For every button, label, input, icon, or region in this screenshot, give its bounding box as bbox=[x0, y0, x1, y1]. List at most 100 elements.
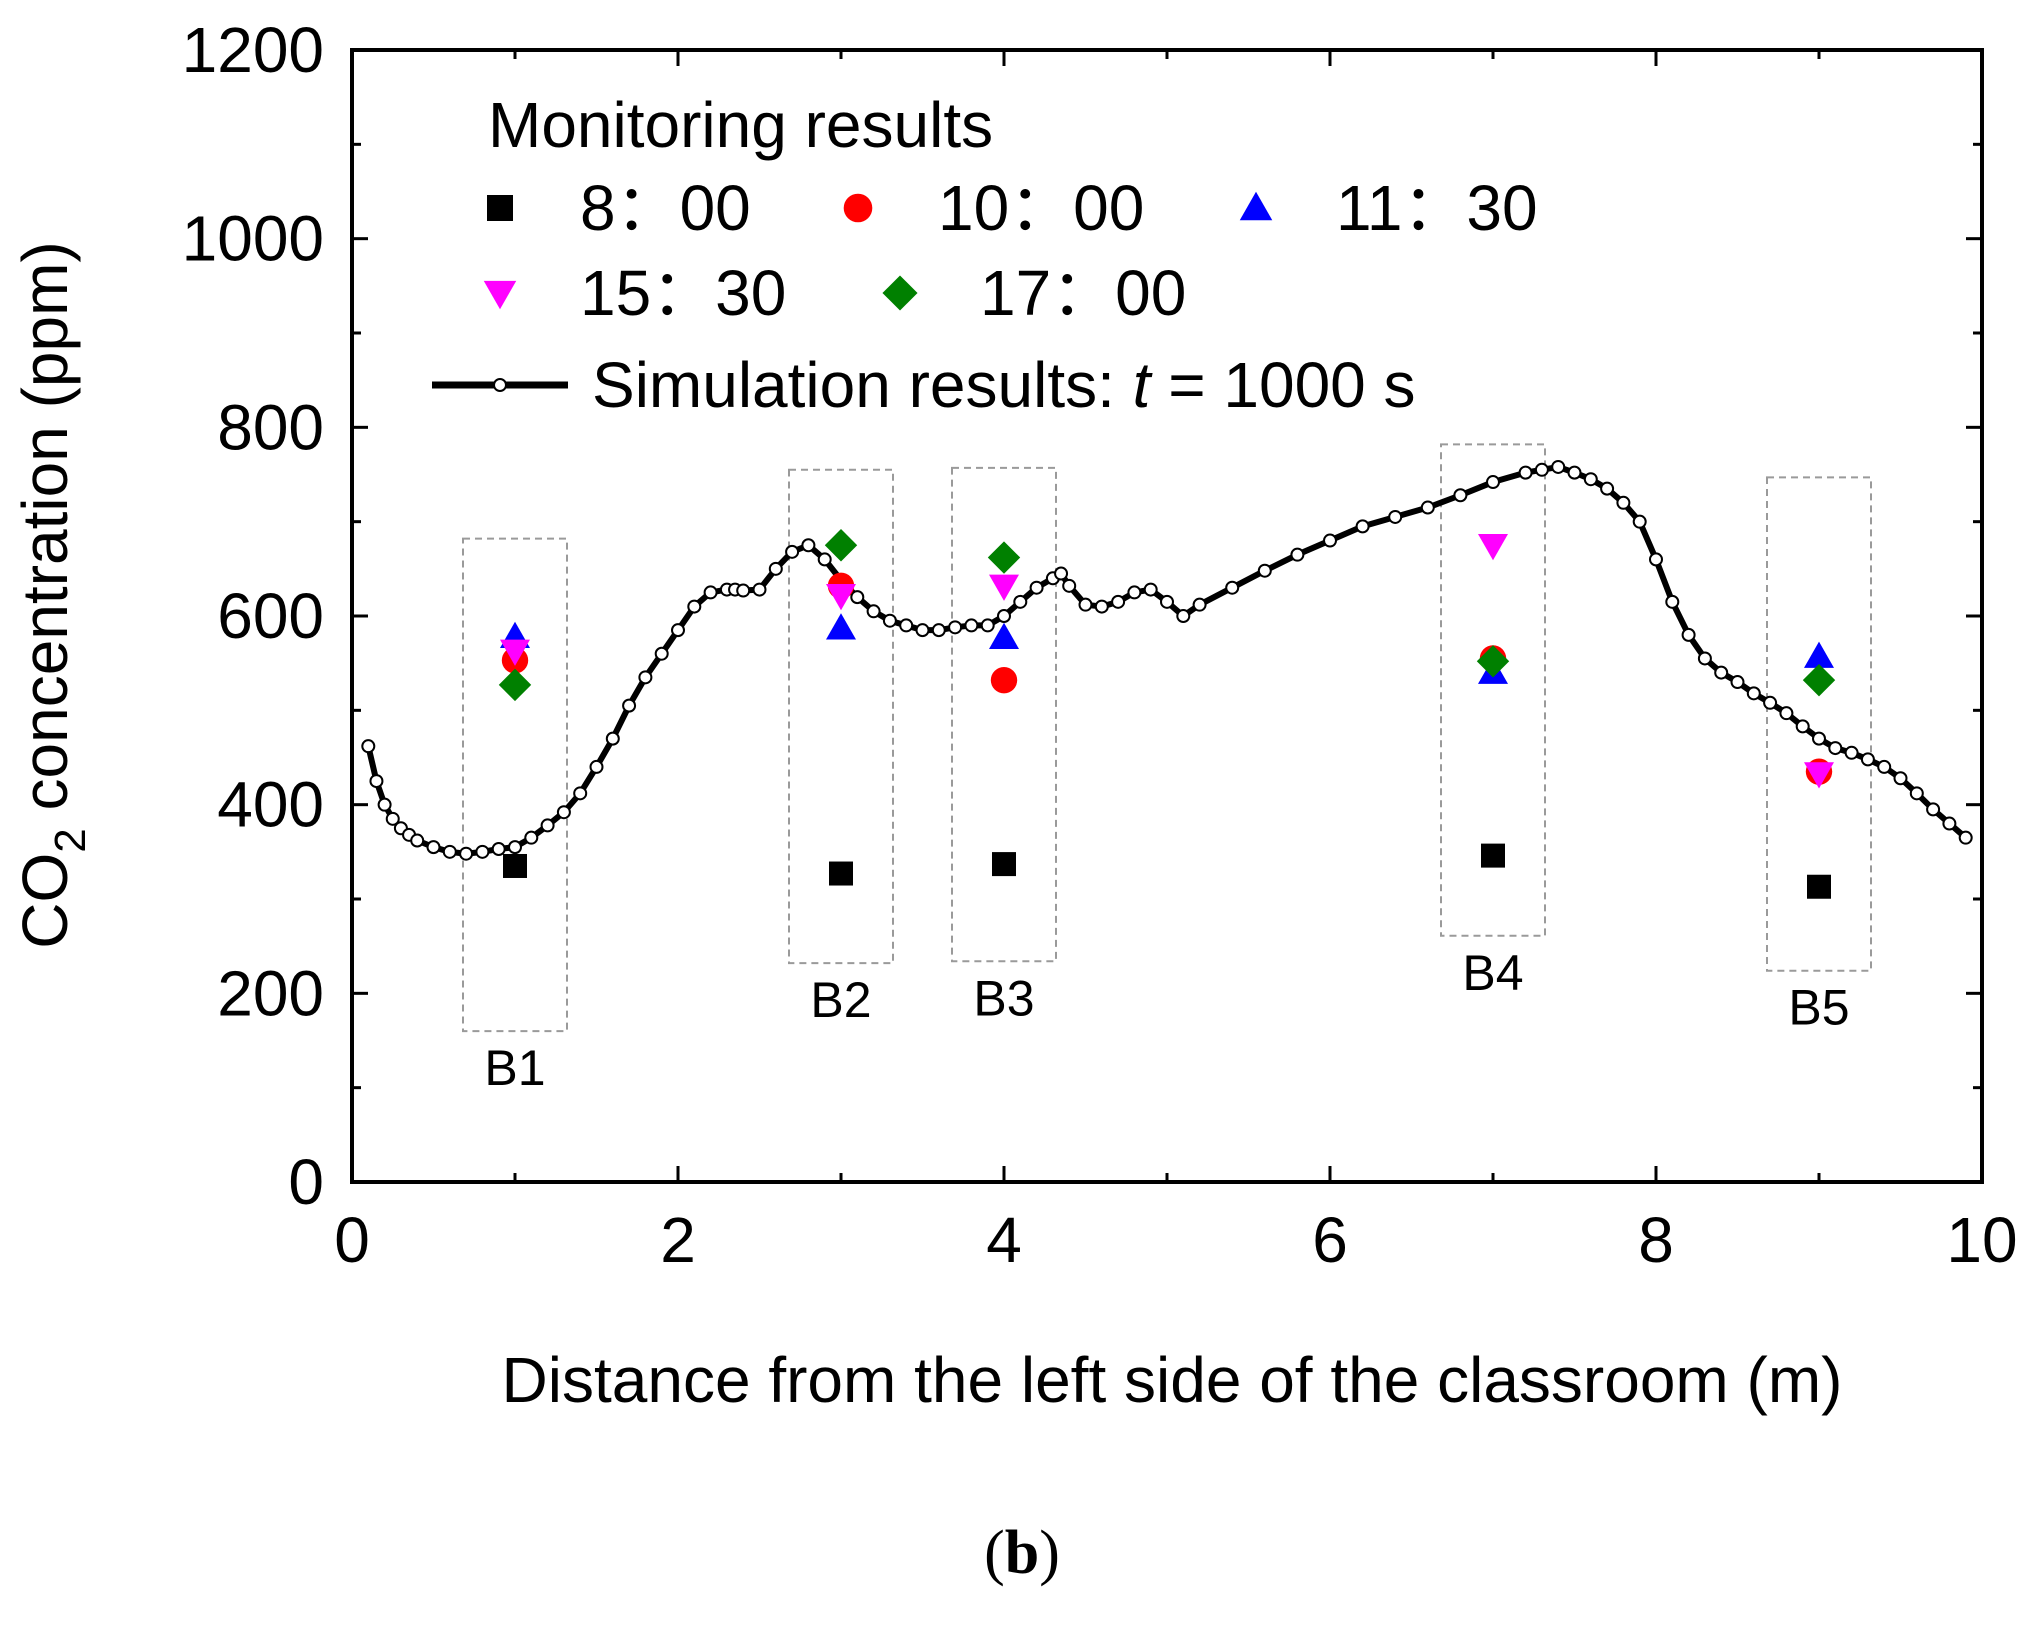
simulation-point bbox=[964, 618, 979, 633]
simulation-point bbox=[377, 797, 392, 812]
simulation-point bbox=[980, 618, 995, 633]
simulation-point bbox=[1160, 594, 1174, 609]
simulation-point bbox=[1681, 627, 1696, 642]
simulation-point bbox=[1355, 519, 1370, 534]
legend-sim-label: Simulation results: t = 1000 s bbox=[592, 349, 1416, 421]
simulation-point bbox=[931, 623, 946, 638]
simulation-point bbox=[556, 805, 571, 820]
simulation-point bbox=[369, 774, 384, 789]
data-point-triangle-down bbox=[500, 639, 530, 666]
legend: Monitoring results 8：00 10：00 11：30 15：30 17… bbox=[432, 89, 1538, 421]
simulation-point bbox=[426, 840, 441, 855]
x-tick-label: 4 bbox=[986, 1204, 1022, 1276]
region-label: B3 bbox=[973, 970, 1034, 1026]
simulation-point bbox=[1127, 585, 1142, 600]
simulation-point bbox=[540, 818, 555, 833]
legend-title: Monitoring results bbox=[488, 89, 993, 161]
region-box bbox=[1440, 443, 1546, 937]
panel-label-close: ) bbox=[1039, 1519, 1060, 1587]
y-axis-title-subscript: 2 bbox=[46, 828, 95, 852]
monitoring-markers bbox=[498, 529, 1836, 899]
region-label: B4 bbox=[1462, 945, 1523, 1001]
legend-series-label: 15：30 bbox=[580, 257, 786, 329]
x-tick-label: 10 bbox=[1946, 1204, 2017, 1276]
simulation-point bbox=[638, 670, 653, 685]
simulation-point bbox=[1812, 731, 1826, 746]
data-point-square bbox=[1807, 874, 1831, 899]
region-box bbox=[788, 468, 894, 965]
simulation-point bbox=[882, 613, 897, 628]
simulation-point bbox=[1877, 759, 1892, 774]
simulation-point bbox=[850, 590, 865, 605]
data-point-triangle-up bbox=[826, 613, 856, 640]
simulation-point bbox=[1486, 475, 1500, 490]
x-axis-title: Distance from the left side of the class… bbox=[502, 1344, 1843, 1416]
simulation-point bbox=[410, 833, 425, 848]
simulation-point bbox=[1730, 675, 1745, 690]
x-tick-label: 0 bbox=[334, 1204, 370, 1276]
simulation-point bbox=[1583, 472, 1598, 487]
y-axis-title-prefix: CO bbox=[9, 853, 81, 949]
simulation-point bbox=[475, 844, 490, 859]
data-point-diamond bbox=[824, 529, 858, 562]
simulation-point bbox=[736, 583, 751, 598]
legend-marker bbox=[487, 195, 513, 221]
panel-label-letter: b bbox=[1004, 1519, 1040, 1587]
simulation-point bbox=[703, 585, 718, 600]
simulation-point bbox=[1192, 597, 1207, 612]
simulation-point bbox=[1665, 594, 1680, 609]
y-tick-label: 1000 bbox=[182, 203, 324, 275]
simulation-point bbox=[442, 844, 457, 859]
data-point-triangle-down bbox=[1804, 762, 1834, 789]
simulation-point bbox=[1029, 580, 1044, 595]
simulation-point bbox=[524, 830, 539, 845]
simulation-point bbox=[1420, 500, 1435, 515]
simulation-point bbox=[1062, 578, 1077, 593]
simulation-line bbox=[365, 463, 1968, 857]
region-label: B2 bbox=[810, 972, 871, 1028]
simulation-point bbox=[1143, 582, 1158, 597]
legend-marker bbox=[1239, 191, 1273, 221]
legend-entries: 8：00 10：00 11：30 15：30 17：00 bbox=[483, 172, 1538, 329]
y-axis-title-suffix: concentration (ppm) bbox=[9, 241, 81, 828]
simulation-point bbox=[1567, 465, 1582, 480]
y-tick-label: 0 bbox=[288, 1146, 324, 1218]
data-point-triangle-down bbox=[826, 583, 856, 611]
simulation-point bbox=[1534, 462, 1549, 477]
region-box bbox=[462, 537, 568, 1033]
simulation-point bbox=[1909, 786, 1924, 801]
axis-ticks: 0 2 4 6 8 10 0 200 400 600 800 1000 1200 bbox=[182, 14, 2018, 1276]
simulation-point bbox=[1551, 459, 1566, 474]
simulation-point bbox=[1054, 566, 1069, 581]
data-point-circle bbox=[990, 666, 1018, 694]
simulation-point bbox=[1763, 695, 1778, 710]
simulation-point bbox=[1844, 745, 1859, 760]
simulation-point bbox=[752, 582, 767, 597]
y-tick-label: 200 bbox=[217, 957, 324, 1029]
simulation-point bbox=[817, 552, 832, 567]
simulation-point bbox=[785, 544, 800, 559]
simulation-point bbox=[1779, 706, 1794, 721]
simulation-point bbox=[1518, 465, 1533, 480]
data-point-triangle-down bbox=[989, 574, 1019, 601]
x-tick-label: 2 bbox=[660, 1204, 696, 1276]
legend-sim-label-prefix: Simulation results: bbox=[592, 349, 1133, 421]
panel-label: (b) bbox=[0, 1518, 2044, 1589]
simulation-point bbox=[1828, 741, 1843, 756]
x-tick-label: 8 bbox=[1638, 1204, 1674, 1276]
simulation-point bbox=[1926, 802, 1941, 817]
data-point-diamond bbox=[498, 668, 532, 702]
simulation-point bbox=[654, 646, 669, 661]
simulation-point bbox=[491, 842, 506, 857]
simulation-point bbox=[1649, 552, 1663, 567]
y-axis-title: CO2 concentration (ppm) bbox=[9, 241, 95, 948]
y-tick-label: 600 bbox=[217, 580, 324, 652]
simulation-point bbox=[1958, 830, 1973, 845]
simulation-point bbox=[605, 731, 620, 746]
legend-series-label: 8：00 bbox=[580, 172, 751, 244]
data-point-triangle-up bbox=[1804, 641, 1834, 668]
data-point-triangle-down bbox=[1478, 534, 1508, 561]
simulation-point bbox=[1388, 509, 1403, 524]
simulation-point bbox=[1714, 665, 1729, 680]
simulation-point bbox=[385, 811, 400, 826]
